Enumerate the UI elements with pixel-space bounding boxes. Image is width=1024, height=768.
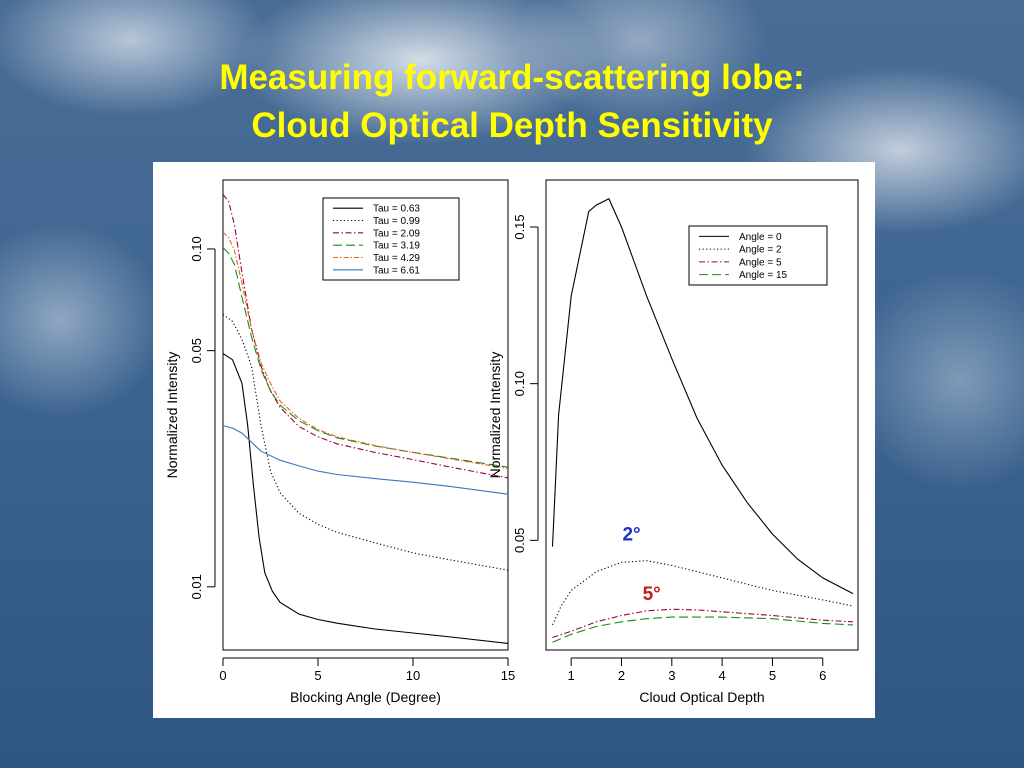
- x-tick-label: 10: [406, 668, 420, 683]
- series-line-4: [552, 616, 854, 643]
- annotation-label: 5°: [643, 584, 661, 605]
- legend-label: Tau = 0.63: [373, 204, 420, 215]
- y-tick-label: 0.01: [189, 574, 204, 599]
- slide-title-line-1: Measuring forward-scattering lobe:: [219, 58, 805, 97]
- y-tick-label: 0.10: [512, 371, 527, 396]
- series-line-5: [223, 231, 508, 470]
- x-tick-label: 3: [668, 668, 675, 683]
- legend-label: Tau = 3.19: [373, 241, 420, 252]
- x-tick-label: 6: [819, 668, 826, 683]
- legend-label: Tau = 0.99: [373, 216, 420, 227]
- x-tick-label: 1: [568, 668, 575, 683]
- x-tick-label: 5: [769, 668, 776, 683]
- slide-title-line-2: Cloud Optical Depth Sensitivity: [251, 106, 773, 145]
- legend-label: Tau = 4.29: [373, 253, 420, 264]
- figure: 0 5 10 15 0.01 0.05 0.10 Blocking Angle (Degree…: [153, 162, 875, 718]
- legend-box: [322, 197, 460, 281]
- x-tick-label: 0: [219, 668, 226, 683]
- series-line-2: [223, 313, 508, 571]
- y-axis-label: Normalized Intensity: [487, 352, 503, 479]
- x-axis-label: Blocking Angle (Degree): [290, 689, 441, 705]
- plot-frame: [222, 179, 509, 651]
- x-tick-label: 15: [501, 668, 515, 683]
- legend-label: Angle = 5: [739, 257, 782, 268]
- y-tick-label: 0.10: [189, 236, 204, 261]
- x-axis-label: Cloud Optical Depth: [639, 689, 764, 705]
- plot-frame: [545, 179, 859, 651]
- chart-panel-1: 0 5 10 15 0.01 0.05 0.10 Blocking Angle (Degree…: [164, 179, 515, 705]
- annotation-label: 2°: [622, 524, 640, 545]
- legend-label: Angle = 15: [739, 270, 788, 281]
- legend-label: Tau = 6.61: [373, 265, 420, 276]
- series-line-1: [551, 198, 854, 595]
- series-line-2: [551, 560, 854, 626]
- slide-title: Measuring forward-scattering lobe: Cloud…: [0, 54, 1024, 150]
- series-line-1: [223, 353, 508, 644]
- series-line-3: [223, 194, 508, 479]
- legend-label: Angle = 0: [739, 232, 782, 243]
- y-tick-label: 0.05: [512, 528, 527, 553]
- x-tick-label: 2: [618, 668, 625, 683]
- series-line-3: [552, 608, 854, 639]
- legend-label: Tau = 2.09: [373, 228, 420, 239]
- y-tick-label: 0.15: [512, 214, 527, 239]
- x-tick-label: 4: [719, 668, 726, 683]
- legend-label: Angle = 2: [739, 245, 782, 256]
- y-axis-label: Normalized Intensity: [164, 352, 180, 479]
- y-tick-label: 0.05: [189, 338, 204, 363]
- x-tick-label: 5: [314, 668, 321, 683]
- chart-panel-2: 1 2 3 4 5 6 0.05 0.10 0.15 Cloud Optical Depth Nor…: [487, 179, 859, 705]
- series-line-6: [223, 425, 508, 495]
